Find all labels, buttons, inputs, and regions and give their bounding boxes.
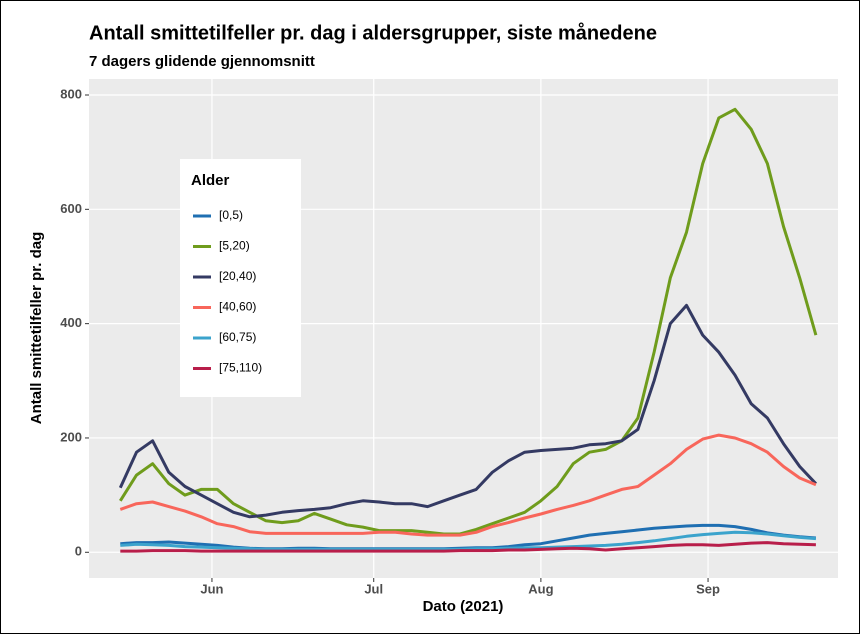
y-tick-label: 400 (60, 315, 82, 330)
legend-label: [60,75) (219, 330, 256, 344)
legend-label: [5,20) (219, 239, 250, 253)
y-tick-label: 600 (60, 201, 82, 216)
series-line (118, 303, 817, 519)
legend-label: [75,110) (219, 361, 262, 375)
x-tick-label: Jul (364, 581, 383, 596)
legend-label: [40,60) (219, 300, 256, 314)
y-tick-label: 0 (75, 544, 82, 559)
series-line (120, 541, 816, 553)
x-tick-label: Aug (528, 581, 553, 596)
legend-label: [0,5) (219, 208, 243, 222)
chart-subtitle: 7 dagers glidende gjennomsnitt (89, 53, 315, 70)
y-tick-label: 200 (60, 429, 82, 444)
legend-title: Alder (191, 172, 230, 189)
x-axis-title: Dato (2021) (423, 598, 504, 615)
x-tick-label: Jun (200, 581, 223, 596)
y-axis-title: Antall smittetilfeller pr. dag (28, 232, 45, 425)
legend-label: [20,40) (219, 269, 256, 283)
series-line (119, 433, 817, 537)
x-tick-label: Sep (696, 581, 720, 596)
y-tick-label: 800 (60, 86, 82, 101)
chart-title: Antall smittetilfeller pr. dag i aldersg… (89, 21, 657, 44)
series-line (119, 107, 818, 536)
